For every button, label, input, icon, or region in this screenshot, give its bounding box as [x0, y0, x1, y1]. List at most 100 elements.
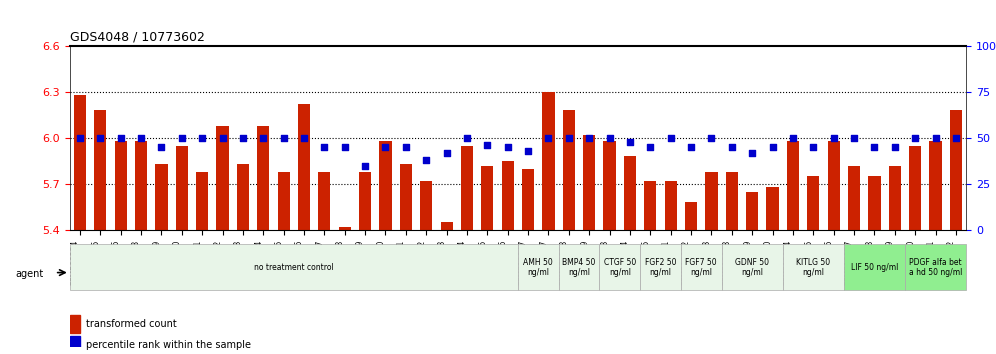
Point — [358, 163, 374, 169]
Bar — [440, 222, 453, 354]
Point — [662, 135, 678, 141]
Point — [418, 157, 434, 163]
Text: GDNF 50
ng/ml: GDNF 50 ng/ml — [735, 258, 769, 277]
Bar — [461, 146, 473, 354]
Bar — [848, 166, 861, 354]
Bar — [767, 187, 779, 354]
Bar — [339, 227, 351, 354]
Point — [214, 135, 230, 141]
Text: no treatment control: no treatment control — [254, 263, 334, 272]
Bar — [950, 110, 962, 354]
Bar — [70, 336, 81, 354]
Bar — [359, 172, 372, 354]
Point — [724, 144, 740, 150]
Bar — [746, 192, 758, 354]
Point — [296, 135, 312, 141]
Bar — [909, 146, 921, 354]
Point — [541, 135, 557, 141]
Point — [255, 135, 271, 141]
Bar — [869, 176, 880, 354]
Text: LIF 50 ng/ml: LIF 50 ng/ml — [851, 263, 898, 272]
FancyBboxPatch shape — [783, 244, 844, 290]
Point — [72, 135, 88, 141]
Bar — [216, 126, 229, 354]
Point — [459, 135, 475, 141]
Bar — [278, 172, 290, 354]
Bar — [726, 172, 738, 354]
Bar — [807, 176, 820, 354]
Bar — [298, 104, 310, 354]
Point — [561, 135, 577, 141]
Point — [826, 135, 842, 141]
Point — [622, 139, 637, 144]
Point — [907, 135, 923, 141]
Point — [927, 135, 943, 141]
Point — [886, 144, 902, 150]
FancyBboxPatch shape — [681, 244, 722, 290]
Text: FGF7 50
ng/ml: FGF7 50 ng/ml — [685, 258, 717, 277]
Bar — [929, 141, 941, 354]
Point — [235, 135, 251, 141]
Point — [744, 150, 760, 156]
Text: BMP4 50
ng/ml: BMP4 50 ng/ml — [563, 258, 596, 277]
Point — [174, 135, 190, 141]
Point — [500, 144, 516, 150]
Bar — [522, 169, 534, 354]
Text: agent: agent — [15, 269, 43, 279]
Point — [398, 144, 414, 150]
Bar — [685, 202, 697, 354]
FancyBboxPatch shape — [905, 244, 966, 290]
Text: KITLG 50
ng/ml: KITLG 50 ng/ml — [796, 258, 831, 277]
Point — [113, 135, 128, 141]
Text: GDS4048 / 10773602: GDS4048 / 10773602 — [70, 30, 204, 44]
Bar — [70, 315, 81, 333]
Bar — [115, 141, 126, 354]
Point — [582, 135, 598, 141]
Text: AMH 50
ng/ml: AMH 50 ng/ml — [524, 258, 553, 277]
Bar — [787, 141, 799, 354]
Point — [806, 144, 822, 150]
Point — [765, 144, 781, 150]
Point — [703, 135, 719, 141]
Bar — [828, 141, 840, 354]
Text: percentile rank within the sample: percentile rank within the sample — [86, 340, 251, 350]
Bar — [134, 141, 147, 354]
Bar — [379, 141, 391, 354]
Point — [337, 144, 353, 150]
Bar — [543, 92, 555, 354]
FancyBboxPatch shape — [70, 244, 518, 290]
FancyBboxPatch shape — [722, 244, 783, 290]
FancyBboxPatch shape — [600, 244, 640, 290]
Point — [948, 135, 964, 141]
Point — [153, 144, 169, 150]
Bar — [175, 146, 188, 354]
Text: FGF2 50
ng/ml: FGF2 50 ng/ml — [644, 258, 676, 277]
Point — [846, 135, 862, 141]
FancyBboxPatch shape — [559, 244, 600, 290]
Point — [377, 144, 393, 150]
Bar — [604, 141, 616, 354]
Point — [479, 143, 495, 148]
Bar — [583, 135, 596, 354]
Bar — [481, 166, 493, 354]
Bar — [563, 110, 575, 354]
Bar — [644, 181, 656, 354]
Bar — [420, 181, 432, 354]
Point — [438, 150, 454, 156]
Bar — [705, 172, 717, 354]
Point — [602, 135, 618, 141]
Point — [93, 135, 109, 141]
Bar — [74, 95, 86, 354]
Bar — [888, 166, 901, 354]
Bar — [623, 156, 636, 354]
Point — [520, 148, 536, 154]
Point — [276, 135, 292, 141]
Text: CTGF 50
ng/ml: CTGF 50 ng/ml — [604, 258, 635, 277]
Point — [642, 144, 658, 150]
Bar — [319, 172, 331, 354]
Point — [133, 135, 149, 141]
Bar — [664, 181, 677, 354]
Bar — [399, 164, 412, 354]
Point — [194, 135, 210, 141]
Point — [785, 135, 801, 141]
